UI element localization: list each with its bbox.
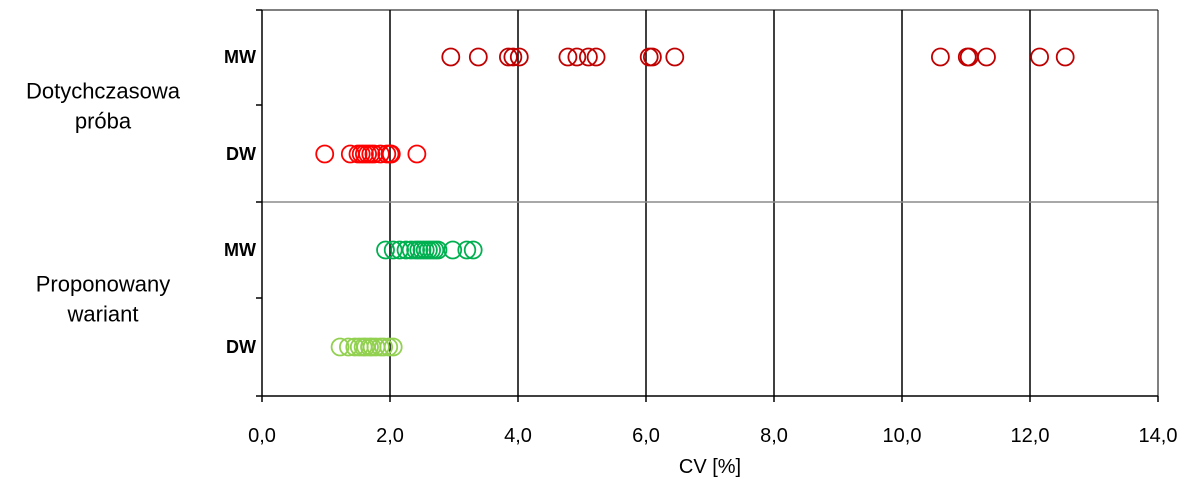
x-tick-label-1: 2,0 xyxy=(376,425,404,447)
x-tick-label-0: 0,0 xyxy=(248,425,276,447)
point-row1-0 xyxy=(315,144,335,164)
point-row0-1 xyxy=(468,47,488,67)
point-row2-3 xyxy=(396,240,416,260)
group-label-0-line-1: próba xyxy=(75,109,132,134)
point-row3-11 xyxy=(379,337,399,357)
point-row0-7 xyxy=(579,47,598,67)
x-axis-title: CV [%] xyxy=(679,456,741,478)
row-label-0: MW xyxy=(224,47,256,67)
x-tick-label-5: 10,0 xyxy=(883,425,922,447)
point-row3-10 xyxy=(374,337,394,357)
point-row0-6 xyxy=(567,47,587,67)
data-points xyxy=(315,47,1075,357)
point-row3-0 xyxy=(330,337,350,357)
group-label-1-line-1: wariant xyxy=(67,302,139,327)
point-row0-16 xyxy=(1030,47,1049,67)
x-tick-label-2: 4,0 xyxy=(504,425,532,447)
point-row0-2 xyxy=(498,47,518,67)
group-label-0-line-0: Dotychczasowa xyxy=(26,79,181,104)
x-tick-label-6: 12,0 xyxy=(1011,425,1050,447)
labels: 0,0 2,0 4,0 6,0 8,0 10,0 12,0 14,0 MW DW MW DW Dotyc… xyxy=(26,47,1178,447)
point-row0-15 xyxy=(977,47,996,67)
group-label-1-line-0: Proponowany xyxy=(36,272,171,297)
point-row2-14 xyxy=(457,240,477,260)
point-row0-12 xyxy=(931,47,950,67)
point-row0-0 xyxy=(441,47,461,67)
point-row0-3 xyxy=(503,47,523,67)
x-tick-label-7: 14,0 xyxy=(1139,425,1178,447)
point-row2-12 xyxy=(428,240,448,260)
point-row0-11 xyxy=(665,47,685,67)
point-row0-8 xyxy=(586,47,606,67)
gridlines xyxy=(389,10,1031,396)
point-row0-5 xyxy=(558,47,578,67)
point-row1-12 xyxy=(407,144,427,164)
point-row2-15 xyxy=(463,240,483,260)
point-row1-11 xyxy=(381,144,401,164)
point-row2-0 xyxy=(376,240,395,260)
point-row1-8 xyxy=(370,144,390,164)
point-row3-12 xyxy=(383,337,403,357)
point-row0-10 xyxy=(643,47,662,67)
point-row0-4 xyxy=(509,47,529,67)
row-label-1: DW xyxy=(226,144,256,164)
x-tick-label-3: 6,0 xyxy=(632,425,660,447)
point-row2-1 xyxy=(383,240,403,260)
row-label-3: DW xyxy=(226,337,256,357)
row-label-2: MW xyxy=(224,240,256,260)
point-row2-2 xyxy=(390,240,410,260)
x-tick-label-4: 8,0 xyxy=(760,425,788,447)
point-row2-13 xyxy=(443,240,463,260)
point-row0-17 xyxy=(1055,47,1075,67)
plot-frame xyxy=(256,9,1159,402)
